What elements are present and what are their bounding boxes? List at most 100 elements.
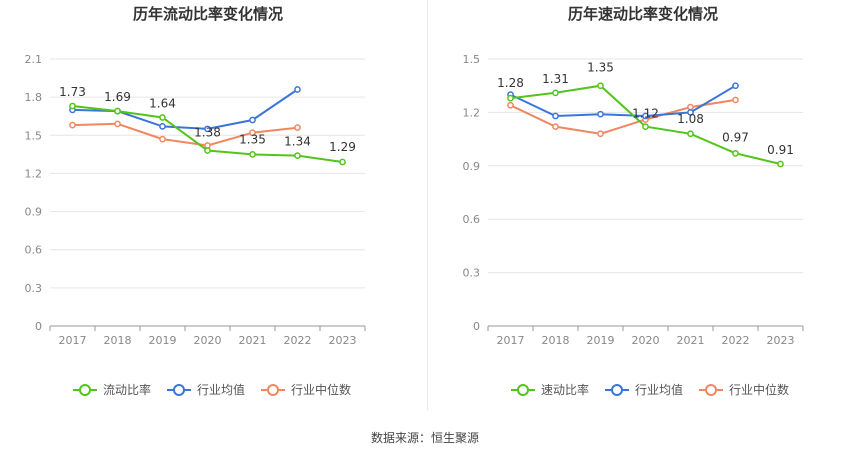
legend-marker-icon bbox=[611, 384, 623, 396]
legend-marker-icon bbox=[705, 384, 717, 396]
data-point[interactable] bbox=[507, 94, 514, 102]
y-tick-label: 1.2 bbox=[463, 106, 481, 119]
data-point[interactable] bbox=[249, 151, 256, 158]
data-label: 1.08 bbox=[677, 112, 704, 126]
data-point[interactable] bbox=[687, 109, 694, 116]
series-line bbox=[72, 122, 298, 147]
data-label: 1.73 bbox=[59, 85, 86, 99]
y-tick-label: 1.5 bbox=[463, 53, 481, 66]
data-source-footer: 数据来源：恒生聚源 bbox=[370, 431, 479, 445]
y-tick-label: 1.5 bbox=[25, 129, 43, 142]
y-tick-label: 0.9 bbox=[463, 160, 481, 173]
legend-marker-icon bbox=[267, 384, 279, 396]
data-point[interactable] bbox=[114, 120, 121, 128]
y-tick-label: 0 bbox=[35, 320, 42, 333]
data-point[interactable] bbox=[159, 135, 166, 143]
legend-label: 行业中位数 bbox=[729, 382, 789, 397]
data-point[interactable] bbox=[69, 121, 76, 129]
data-point[interactable] bbox=[294, 86, 301, 93]
data-point[interactable] bbox=[597, 110, 604, 118]
legend-item[interactable]: 行业均值 bbox=[167, 382, 245, 397]
quick-ratio-chart: 历年速动比率变化情况 0 0.3 0.6 0.9 1.2 1.5 2017 2018 2019 20… bbox=[463, 5, 804, 397]
y-tick-label: 0.9 bbox=[25, 206, 43, 219]
data-label: 1.29 bbox=[329, 140, 356, 154]
data-point[interactable] bbox=[687, 103, 694, 111]
legend-marker-icon bbox=[517, 384, 529, 396]
x-tick-label: 2023 bbox=[767, 334, 795, 347]
data-point[interactable] bbox=[339, 158, 346, 166]
x-tick-label: 2017 bbox=[59, 334, 87, 347]
data-point[interactable] bbox=[204, 125, 211, 133]
data-point[interactable] bbox=[294, 152, 301, 159]
data-label: 0.97 bbox=[722, 130, 749, 144]
data-point[interactable] bbox=[114, 107, 121, 115]
x-tick-label: 2019 bbox=[587, 334, 615, 347]
data-point[interactable] bbox=[597, 130, 604, 138]
y-tick-label: 0.6 bbox=[463, 213, 481, 226]
x-tick-label: 2020 bbox=[632, 334, 660, 347]
legend-label: 流动比率 bbox=[103, 382, 151, 397]
legend-item[interactable]: 行业中位数 bbox=[699, 382, 789, 397]
data-label: 1.34 bbox=[284, 135, 311, 149]
chart-title: 历年流动比率变化情况 bbox=[133, 5, 283, 23]
data-point[interactable] bbox=[249, 116, 256, 124]
legend-label: 速动比率 bbox=[541, 382, 589, 397]
data-point[interactable] bbox=[777, 160, 784, 168]
y-tick-label: 1.8 bbox=[25, 91, 43, 104]
data-point[interactable] bbox=[507, 101, 514, 109]
data-point[interactable] bbox=[732, 82, 739, 90]
chart-title: 历年速动比率变化情况 bbox=[568, 5, 718, 23]
legend-item[interactable]: 速动比率 bbox=[511, 382, 589, 397]
data-label: 0.91 bbox=[767, 143, 794, 157]
y-tick-label: 0.3 bbox=[463, 267, 481, 280]
legend-marker-icon bbox=[79, 384, 91, 396]
legend-item[interactable]: 行业均值 bbox=[605, 382, 683, 397]
data-point[interactable] bbox=[642, 112, 649, 120]
data-point[interactable] bbox=[204, 147, 211, 154]
data-label: 1.28 bbox=[497, 76, 524, 90]
data-label: 1.12 bbox=[632, 107, 659, 121]
data-point[interactable] bbox=[159, 123, 166, 130]
chart-divider bbox=[427, 0, 428, 410]
x-tick-label: 2018 bbox=[104, 334, 132, 347]
data-label: 1.35 bbox=[239, 132, 266, 146]
data-point[interactable] bbox=[552, 112, 559, 120]
data-point[interactable] bbox=[552, 123, 559, 130]
x-tick-label: 2021 bbox=[677, 334, 705, 347]
data-point[interactable] bbox=[732, 149, 739, 157]
legend-item[interactable]: 行业中位数 bbox=[261, 382, 351, 397]
y-tick-label: 1.2 bbox=[25, 167, 43, 180]
x-tick-label: 2022 bbox=[284, 334, 312, 347]
data-point[interactable] bbox=[552, 89, 559, 97]
x-tick-label: 2017 bbox=[497, 334, 525, 347]
data-label: 1.69 bbox=[104, 90, 131, 104]
data-point[interactable] bbox=[69, 102, 76, 110]
data-point[interactable] bbox=[294, 124, 301, 132]
legend-label: 行业均值 bbox=[635, 382, 683, 397]
legend-label: 行业均值 bbox=[197, 382, 245, 397]
series-line bbox=[510, 84, 737, 118]
x-tick-label: 2022 bbox=[722, 334, 750, 347]
data-point[interactable] bbox=[732, 96, 739, 104]
legend-marker-icon bbox=[173, 384, 185, 396]
data-point[interactable] bbox=[597, 82, 604, 90]
current-ratio-chart: 历年流动比率变化情况 0 0.3 0.6 0.9 1.2 1.5 1.8 2.1 2017 2018… bbox=[25, 5, 366, 397]
legend-item[interactable]: 流动比率 bbox=[73, 382, 151, 397]
data-point[interactable] bbox=[642, 123, 649, 130]
x-tick-label: 2021 bbox=[239, 334, 267, 347]
data-label: 1.35 bbox=[587, 61, 614, 75]
y-tick-label: 0 bbox=[473, 320, 480, 333]
legend-label: 行业中位数 bbox=[291, 382, 351, 397]
series-line bbox=[510, 98, 736, 135]
y-tick-label: 0.3 bbox=[25, 282, 43, 295]
x-tick-label: 2018 bbox=[542, 334, 570, 347]
data-point[interactable] bbox=[249, 129, 256, 137]
data-point[interactable] bbox=[159, 114, 166, 121]
data-label: 1.64 bbox=[149, 96, 176, 110]
y-tick-label: 0.6 bbox=[25, 244, 43, 257]
data-label: 1.38 bbox=[194, 126, 221, 140]
y-tick-label: 2.1 bbox=[25, 53, 43, 66]
x-tick-label: 2023 bbox=[329, 334, 357, 347]
x-tick-label: 2020 bbox=[194, 334, 222, 347]
data-point[interactable] bbox=[687, 130, 694, 138]
